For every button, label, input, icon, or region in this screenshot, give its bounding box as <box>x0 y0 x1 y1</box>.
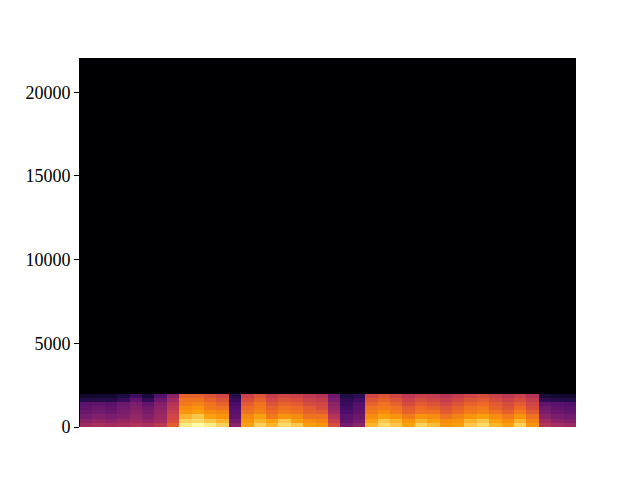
svg-text:10000: 10000 <box>25 250 70 270</box>
svg-text:20000: 20000 <box>25 83 70 103</box>
svg-text:15000: 15000 <box>25 166 70 186</box>
svg-text:5000: 5000 <box>34 334 70 354</box>
svg-text:0: 0 <box>61 417 70 437</box>
